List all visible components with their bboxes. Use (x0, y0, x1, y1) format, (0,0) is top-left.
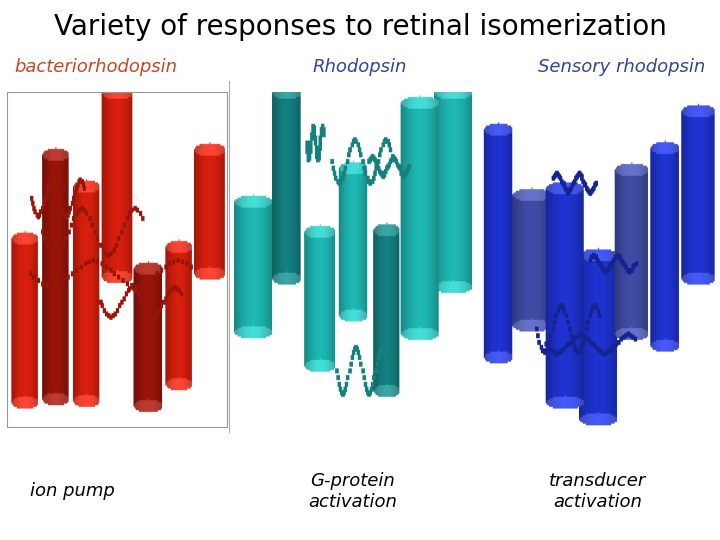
Text: Sensory rhodopsin: Sensory rhodopsin (539, 58, 706, 77)
Text: G-protein
activation: G-protein activation (308, 472, 397, 511)
Bar (7, 92, 227, 427)
Text: Variety of responses to retinal isomerization: Variety of responses to retinal isomeriz… (53, 13, 667, 41)
Text: transducer
activation: transducer activation (549, 472, 647, 511)
Text: Rhodopsin: Rhodopsin (312, 58, 408, 77)
Text: ion pump: ion pump (30, 482, 114, 501)
Text: bacteriorhodopsin: bacteriorhodopsin (14, 58, 177, 77)
